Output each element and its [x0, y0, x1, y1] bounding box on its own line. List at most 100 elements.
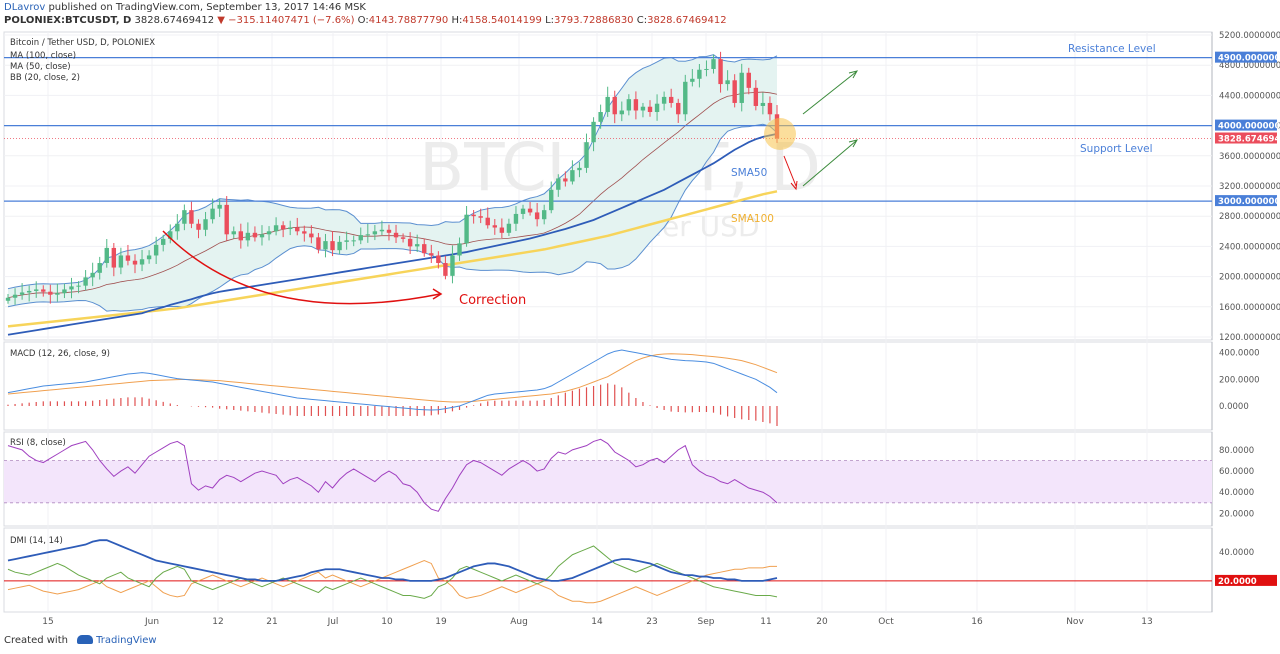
- candle-body: [203, 219, 208, 230]
- candle-body: [34, 289, 39, 291]
- candle-body: [619, 110, 624, 115]
- candle-body: [393, 232, 399, 238]
- candle-body: [654, 103, 660, 113]
- candle-body: [132, 260, 138, 265]
- candle-body: [520, 208, 526, 214]
- candle-body: [175, 223, 180, 232]
- candle-body: [182, 210, 187, 224]
- candle-body: [111, 247, 117, 268]
- candle-body: [584, 142, 589, 168]
- candle-body: [633, 99, 639, 111]
- legend-line-1: MA (100, close): [10, 51, 76, 61]
- price-badge-label: 4000.00000000: [1218, 122, 1280, 132]
- highlight-circle: [764, 118, 796, 150]
- candle-body: [139, 259, 145, 265]
- candle-body: [26, 290, 32, 293]
- bb-upper-line: [7, 54, 778, 290]
- candle-body: [718, 59, 723, 85]
- candle-body: [41, 289, 46, 292]
- candle-body: [640, 106, 646, 111]
- candle-body: [407, 238, 413, 247]
- bb-fill: [8, 54, 777, 312]
- price-badge-label: 3000.00000000: [1218, 197, 1280, 207]
- candle-body: [668, 96, 674, 103]
- rsi-tick: 20.0000: [1219, 509, 1254, 519]
- candle-body: [443, 263, 448, 276]
- correction-label: Correction: [459, 293, 526, 308]
- x-tick-label: 11: [760, 617, 771, 627]
- dmi-minus-line: [7, 560, 777, 604]
- candle-body: [429, 253, 434, 256]
- dmi-plus-line: [7, 545, 778, 599]
- candle-body: [161, 238, 166, 245]
- candle-body: [69, 286, 74, 290]
- candle-body: [231, 231, 236, 235]
- y-tick-label: 1200.00000000: [1219, 333, 1280, 343]
- candle-body: [612, 96, 617, 115]
- legend-line-0: Bitcoin / Tether USD, D, POLONIEX: [10, 38, 155, 48]
- candle-body: [55, 293, 60, 295]
- legend-line-3: BB (20, close, 2): [10, 73, 80, 83]
- open-label: O:: [357, 15, 369, 26]
- tradingview-logo-icon: [77, 635, 94, 644]
- candle-body: [252, 232, 258, 238]
- candle-body: [273, 225, 279, 232]
- sma100-line: [7, 190, 778, 328]
- macd-title: MACD (12, 26, close, 9): [10, 349, 110, 359]
- dmi-badge-label: 20.0000: [1218, 577, 1257, 587]
- candle-body: [344, 240, 349, 242]
- x-tick-label: 16: [971, 617, 983, 627]
- y-tick-label: 5200.00000000: [1219, 31, 1280, 41]
- x-tick-label: Nov: [1066, 617, 1084, 627]
- x-tick-label: Sep: [698, 617, 715, 627]
- candle-body: [577, 167, 582, 171]
- candle-body: [330, 241, 335, 251]
- y-tick-label: 1600.00000000: [1219, 303, 1280, 313]
- candle-body: [506, 223, 512, 233]
- high-label: H:: [451, 15, 463, 26]
- dmi-title: DMI (14, 14): [10, 536, 63, 546]
- candle-body: [647, 106, 653, 113]
- candle-body: [217, 204, 222, 209]
- last-price: 3828.67469412: [134, 15, 215, 26]
- candle-body: [386, 229, 392, 233]
- footer: Created with TradingView: [4, 635, 157, 646]
- symbol-header: POLONIEX:BTCUSDT, D 3828.67469412 ▼ −315…: [4, 15, 727, 26]
- candle-body: [238, 231, 244, 241]
- x-tick-label: 14: [591, 617, 603, 627]
- sma50-label: SMA50: [731, 167, 767, 179]
- candle-body: [302, 231, 307, 234]
- x-tick-label: 15: [42, 617, 53, 627]
- dmi-adx-line: [7, 539, 778, 582]
- tradingview-link[interactable]: TradingView: [96, 635, 157, 646]
- candle-body: [400, 237, 406, 239]
- y-tick-label: 3600.00000000: [1219, 152, 1280, 162]
- open-value: 4143.78877790: [368, 15, 449, 26]
- legend-line-2: MA (50, close): [10, 62, 71, 72]
- author-link[interactable]: DLavrov: [4, 2, 46, 13]
- price-badge: [1215, 51, 1277, 63]
- price-badge: [1215, 132, 1277, 144]
- symbol-name: POLONIEX:BTCUSDT, D: [4, 15, 132, 26]
- candle-body: [464, 214, 469, 244]
- candle-body: [513, 213, 519, 224]
- candle-body: [337, 241, 342, 251]
- candle-body: [711, 59, 716, 69]
- candle-body: [605, 96, 610, 113]
- candle-body: [492, 225, 497, 228]
- candle-body: [76, 285, 81, 287]
- candle-body: [210, 208, 215, 220]
- y-tick-label: 2400.00000000: [1219, 242, 1280, 252]
- y-tick-label: 2000.00000000: [1219, 273, 1280, 283]
- candle-body: [527, 208, 533, 213]
- up-arrow-line-2: [802, 140, 857, 187]
- candle-body: [661, 96, 667, 104]
- x-tick-label: 13: [1141, 617, 1152, 627]
- candle-body: [563, 178, 568, 182]
- rsi-band: [4, 460, 1212, 503]
- price-change: −315.11407471 (−7.6%): [228, 15, 355, 26]
- candle-body: [316, 237, 321, 250]
- x-tick-label: Oct: [878, 617, 894, 627]
- y-tick-label: 3200.00000000: [1219, 182, 1280, 192]
